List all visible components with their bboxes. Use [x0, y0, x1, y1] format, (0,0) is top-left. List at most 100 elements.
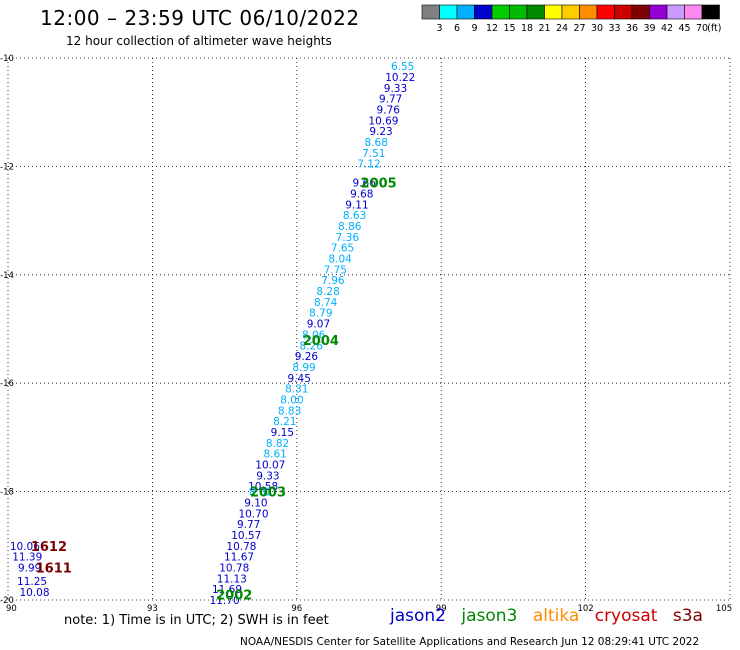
wave-height-value: 8.00	[280, 394, 303, 406]
wave-height-value: 8.74	[314, 297, 338, 309]
pass-label: 2003	[250, 486, 286, 501]
scale-label: 39	[643, 23, 655, 34]
satellite-legend: jason2 jason3 altika cryosat s3a	[390, 606, 713, 626]
pass-label: 2004	[303, 334, 339, 349]
wave-height-value: 7.65	[331, 243, 354, 255]
wave-height-value: 9.23	[369, 126, 392, 138]
wave-height-value: 8.82	[249, 487, 272, 499]
x-tick-label: 105	[716, 604, 732, 614]
scale-label: 33	[608, 23, 620, 34]
wave-height-value: 9.76	[377, 104, 401, 116]
wave-height-value: 8.63	[343, 210, 366, 222]
scale-label: 70	[696, 23, 708, 34]
satellite-cryosat: cryosat	[594, 606, 658, 626]
wave-height-value: 9.26	[295, 351, 319, 363]
wave-height-value: 9.45	[288, 373, 311, 385]
wave-height-value: 7.51	[362, 148, 385, 160]
scale-label: 27	[573, 23, 585, 34]
y-tick-label: -18	[0, 488, 14, 498]
chart-subtitle: 12 hour collection of altimeter wave hei…	[66, 34, 332, 48]
chart-title: 12:00 – 23:59 UTC 06/10/2022	[40, 6, 360, 30]
wave-height-value: 9.33	[256, 470, 279, 482]
credit-line: NOAA/NESDIS Center for Satellite Applica…	[240, 636, 700, 648]
wave-height-value: 8.68	[365, 137, 388, 149]
wave-height-value: 8.26	[300, 340, 324, 352]
wave-height-value: 9.77	[379, 94, 402, 106]
wave-height-value: 11.25	[17, 576, 47, 588]
wave-height-value: 10.57	[231, 530, 261, 542]
wave-height-value: 10.78	[219, 562, 249, 574]
wave-height-value: 9.11	[345, 199, 368, 211]
x-tick-label: 102	[577, 604, 593, 614]
wave-height-value: 8.99	[292, 362, 315, 374]
y-tick-label: -12	[0, 162, 14, 172]
wave-height-value: 8.83	[278, 405, 301, 417]
scale-unit: (ft)	[707, 23, 721, 34]
scale-label: 30	[591, 23, 603, 34]
wave-height-value: 9.10	[244, 497, 267, 509]
wave-height-value: 9.07	[307, 319, 330, 331]
scale-label: 18	[521, 23, 533, 34]
y-tick-label: -10	[0, 54, 14, 64]
scale-label: 36	[626, 23, 638, 34]
satellite-jason3: jason3	[461, 606, 518, 626]
wave-height-value: 8.79	[309, 308, 332, 320]
satellite-s3a: s3a	[672, 606, 703, 626]
wave-height-value: 9.66	[352, 178, 376, 190]
wave-height-value: 8.31	[285, 384, 308, 396]
wave-height-value: 11.69	[212, 584, 242, 596]
pass-label: 2002	[216, 589, 252, 604]
x-tick-label: 93	[147, 604, 158, 614]
pass-label: 1612	[31, 540, 67, 555]
wave-height-value: 10.06	[10, 541, 40, 553]
wave-height-value: 10.70	[238, 508, 268, 520]
wave-height-value: 8.61	[263, 449, 286, 461]
scale-label: 6	[454, 23, 460, 34]
scale-swatch	[701, 4, 720, 20]
wave-height-value: 9.77	[237, 519, 260, 531]
x-tick-label: 99	[436, 604, 447, 614]
pass-label: 1611	[36, 561, 72, 576]
wave-height-value: 9.15	[271, 427, 294, 439]
wave-height-value: 9.68	[350, 189, 373, 201]
wave-height-value: 10.58	[248, 481, 278, 493]
wave-height-value: 10.22	[385, 72, 415, 84]
wave-height-value: 9.33	[384, 83, 407, 95]
wave-height-value: 8.28	[316, 286, 339, 298]
x-tick-label: 96	[291, 604, 302, 614]
wave-height-value: 10.69	[368, 115, 398, 127]
wave-height-value: 8.86	[338, 221, 362, 233]
scale-label: 12	[486, 23, 498, 34]
wave-height-value: 8.04	[328, 254, 352, 266]
wave-height-value: 8.21	[273, 416, 296, 428]
color-scale-legend: 3 6 9 12 15 18 21 24 27 30 33 36 39 42 45 70 (ft)	[421, 4, 722, 34]
scale-label: 21	[538, 23, 550, 34]
scale-label: 45	[678, 23, 690, 34]
scale-label: 9	[471, 23, 477, 34]
y-tick-label: -20	[0, 596, 14, 606]
scale-label: 15	[503, 23, 515, 34]
wave-height-value: 7.75	[324, 264, 347, 276]
wave-height-value: 10.07	[255, 460, 285, 472]
wave-height-value: 10.08	[19, 587, 49, 599]
wave-height-value: 7.12	[357, 159, 380, 171]
wave-height-value: 9.99	[18, 562, 41, 574]
wave-height-value: 7.36	[336, 232, 360, 244]
pass-label: 2005	[361, 177, 397, 192]
wave-height-value: 11.70	[210, 595, 240, 607]
wave-height-value: 6.55	[391, 61, 414, 73]
scale-label: 42	[661, 23, 673, 34]
scale-label: 3	[436, 23, 442, 34]
scale-label: 24	[556, 23, 568, 34]
wave-height-value: 11.67	[224, 552, 254, 564]
wave-height-value: 8.06	[302, 329, 326, 341]
wave-height-value: 7.96	[321, 275, 345, 287]
wave-height-value: 11.13	[217, 573, 247, 585]
wave-height-value: 11.39	[12, 552, 42, 564]
y-tick-label: -14	[0, 271, 14, 281]
satellite-altika: altika	[532, 606, 580, 626]
satellite-jason2: jason2	[390, 606, 446, 626]
wave-height-value: 10.78	[226, 541, 256, 553]
x-tick-label: 90	[6, 604, 17, 614]
